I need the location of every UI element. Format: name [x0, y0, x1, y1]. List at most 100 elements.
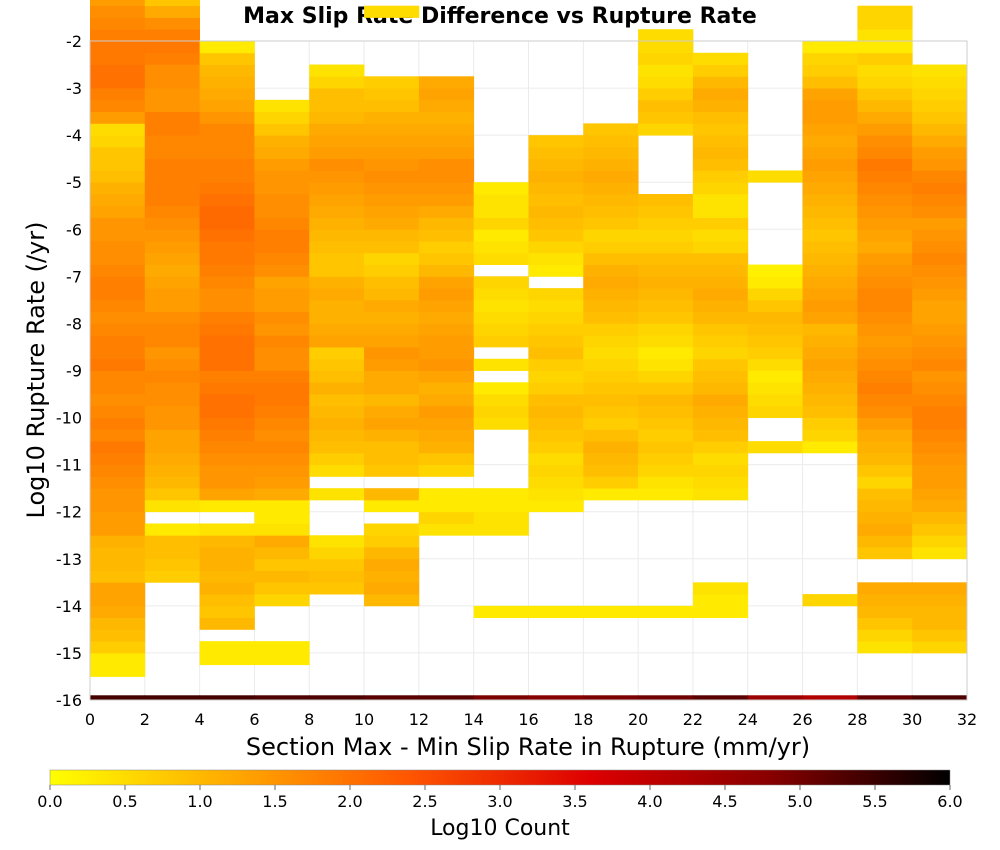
heatmap-cell [364, 229, 420, 242]
heatmap-cell [309, 252, 365, 265]
heatmap-cell [583, 358, 639, 371]
heatmap-cell [144, 241, 201, 254]
heatmap-cell [199, 146, 255, 160]
heatmap-cell [857, 358, 913, 371]
heatmap-cell [747, 276, 803, 289]
heatmap-cell [199, 652, 255, 666]
heatmap-cell [144, 417, 201, 430]
heatmap-cell [309, 382, 365, 395]
heatmap-cell [90, 182, 146, 195]
heatmap-cell [90, 570, 146, 583]
heatmap-cell [912, 288, 968, 301]
heatmap-cell-bottom-row [528, 695, 584, 700]
heatmap-cell [473, 182, 529, 195]
heatmap-cell [747, 405, 803, 418]
heatmap-cell [583, 441, 639, 454]
heatmap-cell [692, 394, 749, 407]
heatmap-cell [199, 182, 255, 195]
heatmap-cell [144, 464, 201, 477]
heatmap-cell [254, 111, 310, 124]
heatmap-cell [418, 135, 475, 148]
heatmap-cell [199, 617, 255, 630]
heatmap-cell [912, 346, 968, 360]
heatmap-cell [747, 346, 803, 360]
heatmap-cell [418, 323, 475, 336]
heatmap-cell [144, 323, 201, 336]
heatmap-cell [254, 488, 310, 501]
heatmap-cell [90, 323, 146, 336]
heatmap-cell [144, 64, 201, 77]
heatmap-cell [857, 193, 913, 207]
heatmap-cell [857, 547, 913, 560]
heatmap-cell [90, 605, 146, 619]
x-tick-label: 2 [140, 710, 150, 729]
heatmap-cell [857, 582, 913, 595]
heatmap-cell [90, 452, 146, 466]
heatmap-cell [199, 170, 255, 183]
heatmap-cell [90, 382, 146, 395]
heatmap-cell [90, 5, 146, 18]
heatmap-cell [364, 288, 420, 301]
x-tick-label: 24 [738, 710, 758, 729]
heatmap-cell [857, 64, 913, 77]
heatmap-cell [528, 264, 584, 277]
heatmap-cell [254, 558, 310, 571]
heatmap-cell [638, 335, 694, 348]
heatmap-cell [857, 76, 913, 89]
heatmap-cell [144, 229, 201, 242]
heatmap-cell [144, 41, 201, 54]
heatmap-cell [309, 217, 365, 230]
heatmap-cell [418, 405, 475, 418]
heatmap-cell [364, 111, 420, 124]
heatmap-cell [144, 123, 201, 136]
x-axis-title: Section Max - Min Slip Rate in Rupture (… [246, 733, 810, 761]
heatmap-cell [254, 594, 310, 607]
heatmap-cell [199, 217, 255, 230]
heatmap-cell [254, 323, 310, 336]
heatmap-cell [199, 111, 255, 124]
heatmap-cell [912, 464, 968, 477]
heatmap-cell [309, 405, 365, 418]
heatmap-cell [912, 205, 968, 218]
heatmap-cell [309, 464, 365, 477]
heatmap-cell [473, 382, 529, 395]
heatmap-cell [418, 76, 475, 89]
heatmap-cell [90, 123, 146, 136]
heatmap-cell [199, 441, 255, 454]
heatmap-cell [638, 288, 694, 301]
heatmap-cell [309, 346, 365, 360]
heatmap-cell [144, 358, 201, 371]
heatmap-cell-bottom-row [747, 695, 803, 700]
heatmap-cell [583, 417, 639, 430]
heatmap-cell [747, 358, 803, 371]
heatmap-cell [638, 205, 694, 218]
heatmap-cell [857, 417, 913, 430]
heatmap-cell [528, 323, 584, 336]
heatmap-cell [309, 570, 365, 583]
heatmap-cell [857, 382, 913, 395]
heatmap-cell [583, 217, 639, 230]
heatmap-cell [638, 405, 694, 418]
colorbar-tick-label: 1.0 [187, 792, 212, 811]
heatmap-cell [912, 135, 968, 148]
heatmap-cell-bottom-row [912, 695, 968, 700]
y-tick-label: -16 [56, 691, 82, 710]
heatmap-cell [857, 135, 913, 148]
heatmap-cell [912, 629, 968, 642]
heatmap-cell [747, 264, 803, 277]
heatmap-cell [309, 88, 365, 101]
heatmap-cell [254, 241, 310, 254]
heatmap-cell [254, 511, 310, 524]
heatmap-cell [583, 276, 639, 289]
heatmap-cell [90, 664, 146, 677]
heatmap-cell [747, 441, 803, 454]
x-tick-label: 8 [304, 710, 314, 729]
heatmap-cell [144, 441, 201, 454]
heatmap-cell [692, 193, 749, 207]
heatmap-cell [802, 123, 858, 136]
y-tick-label: -3 [66, 79, 82, 98]
heatmap-cell [473, 394, 529, 407]
heatmap-cell [254, 394, 310, 407]
colorbar-title: Log10 Count [430, 816, 570, 841]
heatmap-cell [199, 429, 255, 442]
